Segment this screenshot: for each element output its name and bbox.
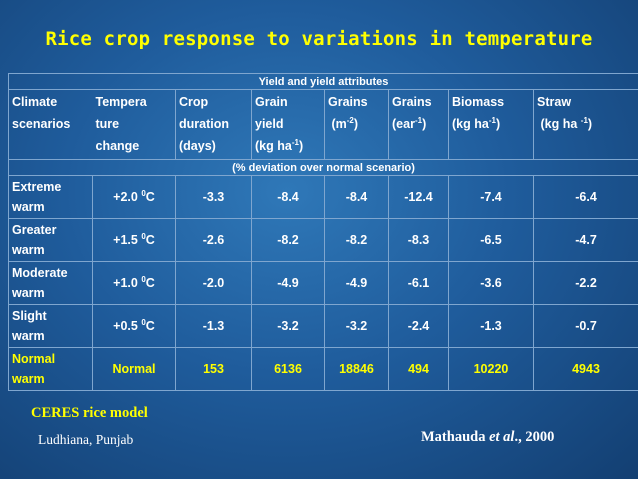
value-cell: -6.5 bbox=[448, 218, 534, 262]
value-cell: -8.3 bbox=[388, 218, 449, 262]
temperature-change-cell: +1.0 0C bbox=[92, 261, 176, 305]
header-grains-per-m2: Grains (m-2) bbox=[324, 89, 389, 160]
table-row: Greater warm +1.5 0C -2.6 -8.2 -8.2 -8.3 -6.5 -4… bbox=[8, 218, 638, 262]
scenario-cell: Moderate warm bbox=[8, 261, 93, 305]
header-grains-per-ear: Grains (ear-1) bbox=[388, 89, 449, 160]
value-cell: -1.3 bbox=[175, 304, 252, 348]
header-biomass: Biomass (kg ha-1) bbox=[448, 89, 534, 160]
value-cell: -3.2 bbox=[324, 304, 389, 348]
table-row: Moderate warm +1.0 0C -2.0 -4.9 -4.9 -6.1 -3.6-… bbox=[8, 261, 638, 305]
value-cell: -12.4 bbox=[388, 175, 449, 219]
value-cell: -4.7 bbox=[532, 218, 638, 262]
value-cell: -6.4 bbox=[532, 175, 638, 219]
sub-header: (% deviation over normal scenario) bbox=[7, 159, 638, 176]
value-cell: -4.9 bbox=[251, 261, 325, 305]
table-row: Extreme warm +2.0 0C -3.3 -8.4 -8.4 -12.4 -7.4-… bbox=[8, 175, 638, 219]
value-cell: 4943 bbox=[532, 347, 638, 391]
value-cell: 18846 bbox=[324, 347, 389, 391]
value-cell: -2.4 bbox=[388, 304, 449, 348]
value-cell: 494 bbox=[388, 347, 449, 391]
value-cell: -3.2 bbox=[251, 304, 325, 348]
value-cell: -3.3 bbox=[175, 175, 252, 219]
value-cell: 10220 bbox=[448, 347, 534, 391]
value-cell: -8.4 bbox=[324, 175, 389, 219]
temperature-change-cell: +0.5 0C bbox=[92, 304, 176, 348]
value-cell: -8.4 bbox=[251, 175, 325, 219]
column-header-row: Climate scenarios Tempera ture change Crop d… bbox=[8, 89, 638, 160]
scenario-cell: Greater warm bbox=[8, 218, 93, 262]
value-cell: 153 bbox=[175, 347, 252, 391]
value-cell: -8.2 bbox=[324, 218, 389, 262]
scenario-cell: Slight warm bbox=[8, 304, 93, 348]
group-header: Yield and yield attributes bbox=[7, 73, 638, 90]
header-temperature-change: Tempera ture change bbox=[92, 89, 176, 160]
temperature-response-table: Yield and yield attributes Climate scenar… bbox=[7, 73, 638, 391]
model-label: CERES rice model bbox=[31, 405, 148, 421]
table-row: Normal warm Normal 153 6136 18846 494 10220 4943 bbox=[8, 347, 638, 391]
value-cell: -8.2 bbox=[251, 218, 325, 262]
header-grain-yield: Grain yield (kg ha-1) bbox=[251, 89, 325, 160]
value-cell: -3.6 bbox=[448, 261, 534, 305]
value-cell: -2.0 bbox=[175, 261, 252, 305]
value-cell: -2.2 bbox=[532, 261, 638, 305]
header-climate-scenarios: Climate scenarios bbox=[8, 89, 93, 160]
scenario-cell: Extreme warm bbox=[8, 175, 93, 219]
table-row: Slight warm +0.5 0C -1.3 -3.2 -3.2 -2.4 -1.3 -0.… bbox=[8, 304, 638, 348]
value-cell: 6136 bbox=[251, 347, 325, 391]
value-cell: -0.7 bbox=[532, 304, 638, 348]
temperature-change-cell: +1.5 0C bbox=[92, 218, 176, 262]
temperature-change-cell: +2.0 0C bbox=[92, 175, 176, 219]
location-label: Ludhiana, Punjab bbox=[38, 432, 134, 447]
value-cell: -4.9 bbox=[324, 261, 389, 305]
temperature-change-cell: Normal bbox=[92, 347, 176, 391]
value-cell: -2.6 bbox=[175, 218, 252, 262]
value-cell: -1.3 bbox=[448, 304, 534, 348]
value-cell: -6.1 bbox=[388, 261, 449, 305]
value-cell: -7.4 bbox=[448, 175, 534, 219]
header-straw: Straw (kg ha -1) bbox=[532, 89, 638, 160]
slide-title: Rice crop response to variations in temp… bbox=[45, 28, 593, 50]
citation: Mathauda et al., 2000 bbox=[421, 429, 555, 445]
scenario-cell: Normal warm bbox=[8, 347, 93, 391]
header-crop-duration: Crop duration (days) bbox=[175, 89, 252, 160]
